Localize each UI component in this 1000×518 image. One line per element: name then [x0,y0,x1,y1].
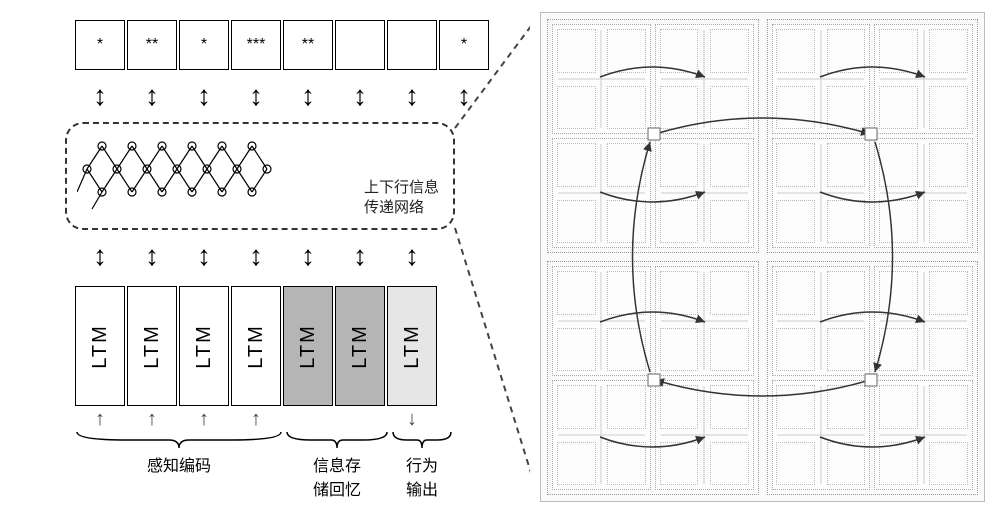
fractal-subcell [552,380,651,490]
bidir-arrow-icon: ↕ [353,232,367,280]
fractal-subcell [874,24,973,134]
memory-cell: * [179,20,229,70]
cell-label: * [97,36,103,54]
cell-label: * [201,36,207,54]
fractal-subcell [655,380,754,490]
transfer-network-box: 上下行信息 传递网络 [65,122,455,230]
io-arrows: ↑ ↑ ↑ ↑ ↓ [75,408,437,431]
fractal-quadrant [547,261,759,495]
ltm-box: LTM [387,286,437,406]
group-label-output: 行为 输出 [391,452,453,500]
fractal-subcell [552,24,651,134]
memory-cell: *** [231,20,281,70]
label-line: 储回忆 [313,482,361,499]
left-panel: * ** * *** ** * ↕ ↕ ↕ ↕ ↕ ↕ ↕ ↕ [0,0,530,518]
fractal-quadrant [767,19,979,253]
network-label-line2: 传递网络 [364,199,424,216]
fractal-subcell [772,24,871,134]
bidir-arrow-icon: ↕ [145,72,159,120]
bidir-arrow-icon: ↕ [93,232,107,280]
memory-cell [335,20,385,70]
cell-label: ** [146,36,158,54]
bidir-arrow-icon: ↕ [457,72,471,120]
memory-cell [387,20,437,70]
fractal-subcell [772,138,871,248]
cell-label: * [461,36,467,54]
input-arrow-icon: ↑ [231,408,281,431]
fractal-quadrant [767,261,979,495]
ltm-label: LTM [88,324,111,369]
output-arrow-icon: ↓ [387,408,437,431]
top-bidirectional-arrows: ↕ ↕ ↕ ↕ ↕ ↕ ↕ ↕ [75,72,489,120]
curly-brace-icon [75,430,283,450]
top-memory-cells: * ** * *** ** * [75,20,489,70]
brace-group-memory: 信息存 储回忆 [285,430,389,500]
ltm-box: LTM [75,286,125,406]
curly-brace-icon [391,430,453,450]
ltm-label: LTM [140,324,163,369]
fractal-grid [540,12,985,502]
group-label-perception: 感知编码 [75,452,283,476]
ltm-label: LTM [296,324,319,369]
bidir-arrow-icon: ↕ [145,232,159,280]
ltm-label: LTM [348,324,371,369]
bidir-arrow-icon: ↕ [249,72,263,120]
brace-group-output: 行为 输出 [391,430,453,500]
fractal-subcell [655,266,754,376]
bidir-arrow-icon: ↕ [301,72,315,120]
fractal-subcell [655,24,754,134]
network-label-line1: 上下行信息 [364,179,439,196]
fractal-subcell [552,266,651,376]
right-panel [530,0,1000,518]
bidir-arrow-icon: ↕ [353,72,367,120]
bidir-arrow-icon: ↕ [93,72,107,120]
mid-bidirectional-arrows: ↕ ↕ ↕ ↕ ↕ ↕ ↕ [75,232,437,280]
diagram-root: * ** * *** ** * ↕ ↕ ↕ ↕ ↕ ↕ ↕ ↕ [0,0,1000,518]
fractal-subcell [772,266,871,376]
lattice-network-icon [77,134,287,214]
cell-label: ** [302,36,314,54]
fractal-subcell [874,266,973,376]
input-arrow-icon: ↑ [179,408,229,431]
memory-cell: ** [283,20,333,70]
fractal-subcell [655,138,754,248]
ltm-label: LTM [400,324,423,369]
ltm-box: LTM [335,286,385,406]
ltm-row: LTM LTM LTM LTM LTM LTM LTM [75,286,437,406]
memory-cell: ** [127,20,177,70]
fractal-subcell [552,138,651,248]
input-arrow-icon: ↑ [127,408,177,431]
ltm-label: LTM [192,324,215,369]
brace-group-perception: 感知编码 [75,430,283,476]
network-label: 上下行信息 传递网络 [364,178,439,218]
label-line: 信息存 [313,458,361,475]
memory-cell: * [439,20,489,70]
no-arrow [335,408,385,431]
label-line: 行为 [406,458,438,475]
bidir-arrow-icon: ↕ [197,232,211,280]
fractal-subcell [874,380,973,490]
ltm-label: LTM [244,324,267,369]
bidir-arrow-icon: ↕ [197,72,211,120]
cell-label: *** [247,36,266,54]
fractal-subcell [874,138,973,248]
bidir-arrow-icon: ↕ [301,232,315,280]
ltm-box: LTM [231,286,281,406]
ltm-box: LTM [283,286,333,406]
input-arrow-icon: ↑ [75,408,125,431]
fractal-quadrant [547,19,759,253]
bidir-arrow-icon: ↕ [405,72,419,120]
memory-cell: * [75,20,125,70]
fractal-subcell [772,380,871,490]
bidir-arrow-icon: ↕ [405,232,419,280]
no-arrow [283,408,333,431]
curly-brace-icon [285,430,389,450]
ltm-box: LTM [127,286,177,406]
label-line: 输出 [406,482,438,499]
group-label-memory: 信息存 储回忆 [285,452,389,500]
ltm-box: LTM [179,286,229,406]
bidir-arrow-icon: ↕ [249,232,263,280]
